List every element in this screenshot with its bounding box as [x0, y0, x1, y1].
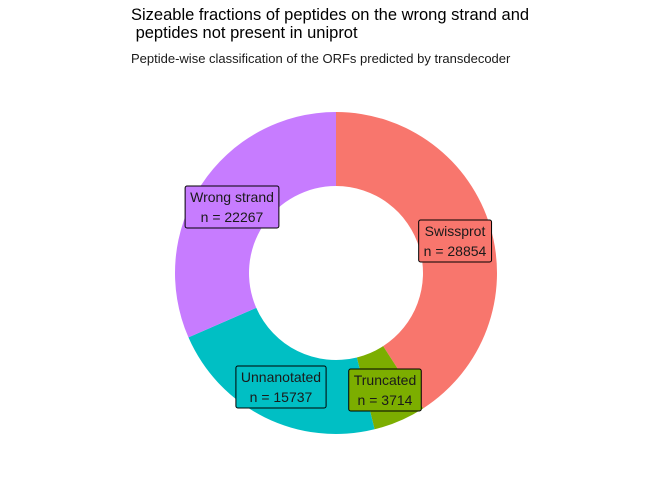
- label-box: [418, 219, 493, 263]
- chart-subtitle: Peptide-wise classification of the ORFs …: [131, 51, 511, 66]
- slice-label-name: Wrong strand: [190, 189, 274, 205]
- slice-label-name: Unnanotated: [241, 369, 321, 385]
- label-box: [184, 185, 280, 229]
- slice-label-count: n = 22267: [201, 209, 264, 225]
- label-box: [235, 365, 327, 409]
- label-box: [348, 368, 422, 412]
- chart-title: Sizeable fractions of peptides on the wr…: [131, 6, 530, 42]
- slice-label-count: n = 3714: [358, 392, 413, 408]
- slice-label-count: n = 28854: [424, 243, 487, 259]
- slice-swissprot: [336, 112, 498, 409]
- slice-label-count: n = 15737: [250, 389, 313, 405]
- slice-label-name: Truncated: [354, 372, 417, 388]
- label-swissprot: Swissprot n = 28854: [418, 219, 493, 263]
- label-truncated: Truncated n = 3714: [348, 368, 422, 412]
- label-wrong-strand: Wrong strand n = 22267: [184, 185, 280, 229]
- label-unnanotated: Unnanotated n = 15737: [235, 365, 327, 409]
- slice-label-name: Swissprot: [425, 223, 486, 239]
